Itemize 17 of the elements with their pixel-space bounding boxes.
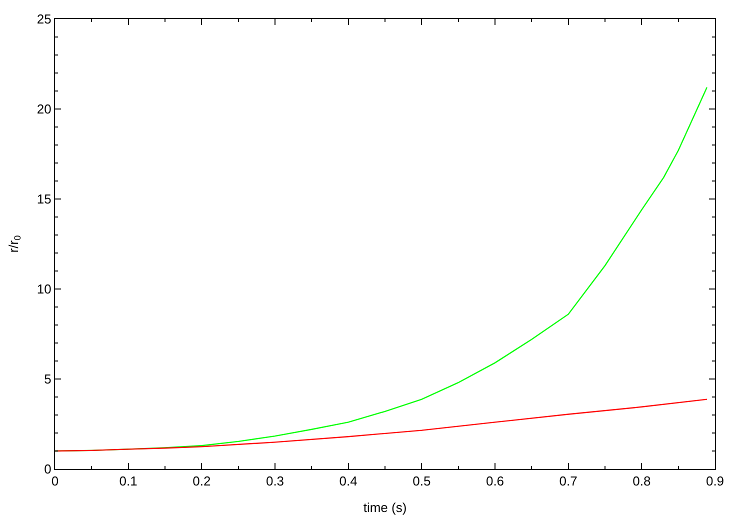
x-tick-label: 0.7: [559, 474, 578, 489]
x-tick-label: 0.1: [119, 474, 138, 489]
line-series: [55, 398, 708, 452]
y-tick-label: 5: [44, 372, 52, 387]
x-tick-label: 0.3: [266, 474, 284, 489]
x-tick-label: 0.4: [339, 474, 358, 489]
x-tick-label: 0.5: [412, 474, 431, 489]
x-tick-label: 0.8: [632, 474, 651, 489]
x-tick-label: 0.2: [192, 474, 211, 489]
y-tick-label: 25: [36, 12, 52, 27]
x-axis-title: time (s): [363, 500, 407, 516]
y-tick-label: 0: [44, 462, 52, 477]
y-tick-label: 10: [36, 282, 52, 297]
x-tick-label: 0.9: [706, 474, 724, 489]
x-tick-label: 0.6: [486, 474, 504, 489]
y-tick-label: 20: [36, 102, 52, 117]
y-tick-label: 15: [36, 192, 52, 207]
